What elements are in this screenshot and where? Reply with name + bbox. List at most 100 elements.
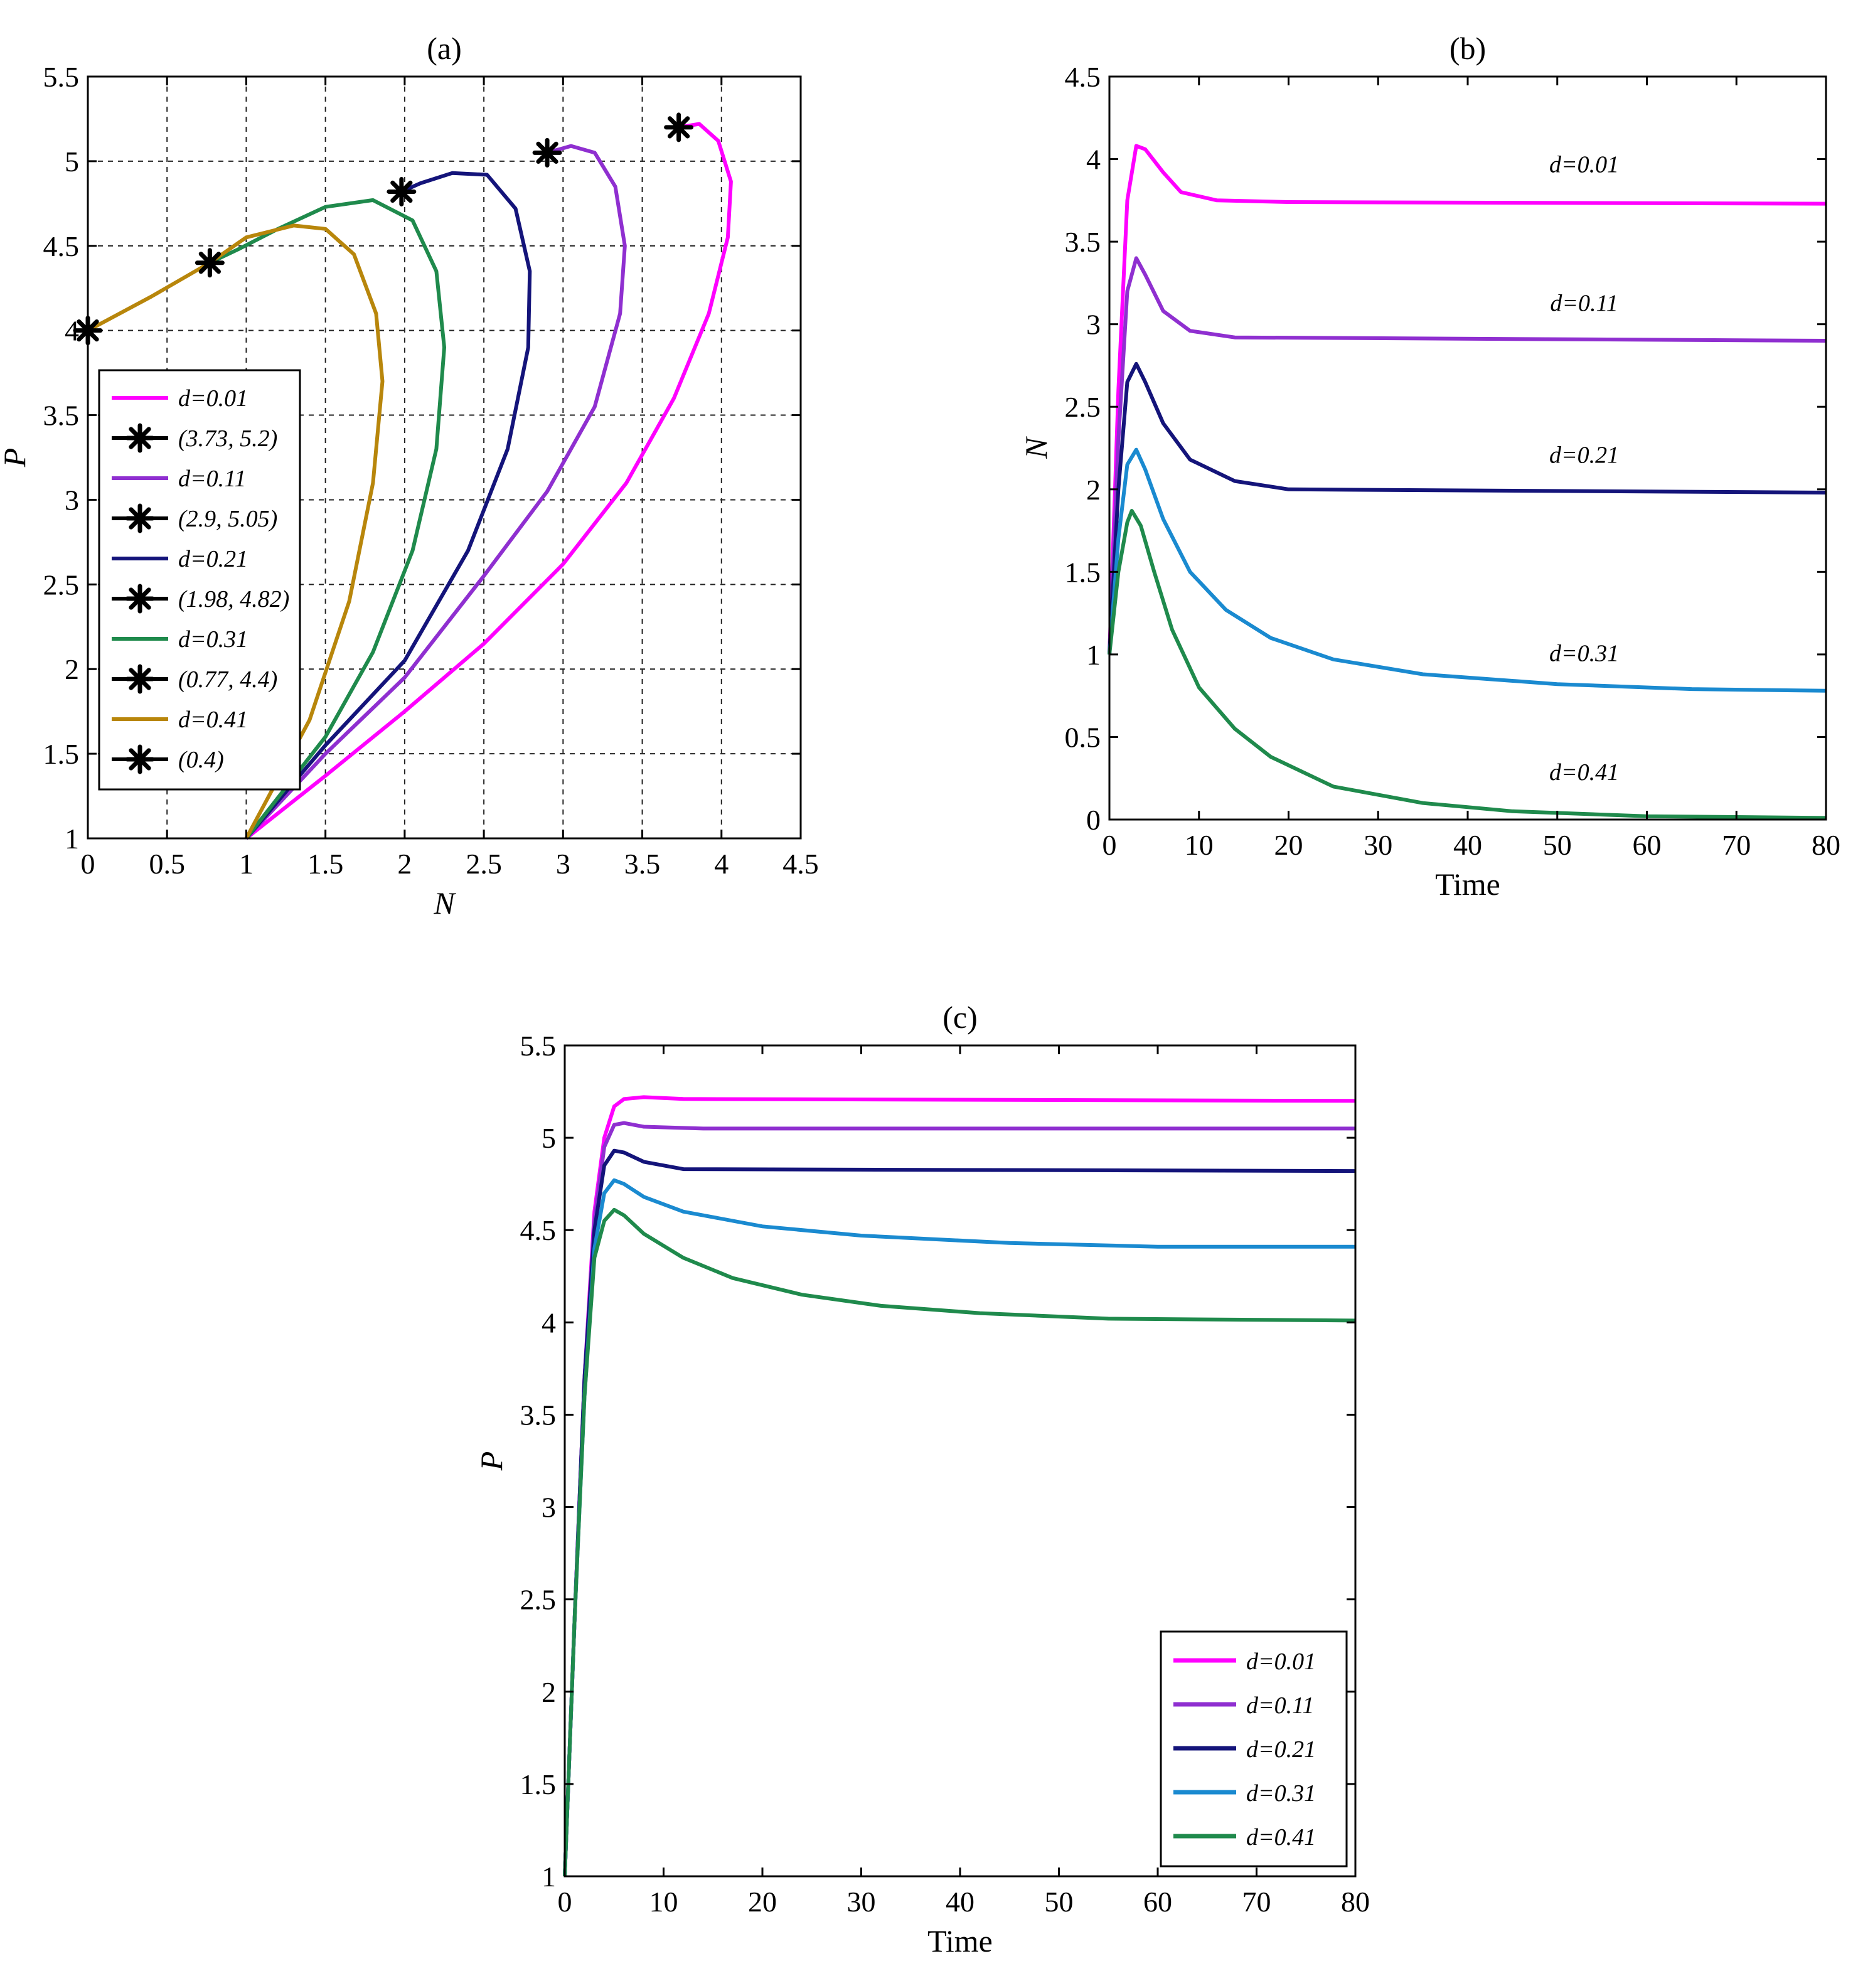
- x-tick-label: 30: [847, 1886, 876, 1918]
- legend-marker-label-a-1: (2.9, 5.05): [178, 506, 277, 532]
- y-tick-label: 4: [542, 1307, 556, 1339]
- x-tick-label: 4.5: [782, 848, 819, 880]
- series-group-b: [1108, 144, 1827, 820]
- legend-marker-label-a-2: (1.98, 4.82): [178, 586, 289, 612]
- y-tick-label: 1: [1086, 639, 1101, 671]
- x-tick-label: 80: [1812, 829, 1840, 861]
- x-tick-label: 20: [1274, 829, 1303, 861]
- y-tick-label: 3: [65, 484, 79, 516]
- y-tick-label: 3.5: [520, 1399, 557, 1431]
- ticks-a: 0 0.5 1 1.5 2 2.5 3 3.5 4 4.5 1 1.5 2 2.5 3 3.5 4 4.5 5 5.5: [43, 61, 819, 880]
- legend-marker-a-1: [125, 503, 155, 533]
- equilibrium-marker-1: [532, 137, 562, 168]
- y-tick-label: 3.5: [1065, 226, 1101, 258]
- legend-marker-a-2: [125, 584, 155, 614]
- y-tick-label: 3: [542, 1492, 556, 1524]
- y-tick-label: 1: [65, 823, 79, 855]
- panel-title-c: (c): [942, 1000, 978, 1035]
- panel-c: 0 10 20 30 40 50 60 70 80 1 1.5 2 2.5 3 3.5 4 4.5 5 5.5 (c)…: [474, 1000, 1370, 1959]
- legend-c: d=0.01 d=0.11 d=0.21 d=0.31 d=0.41: [1160, 1630, 1348, 1868]
- x-tick-label: 2.5: [466, 848, 502, 880]
- legend-entry-c-3: d=0.31: [1246, 1780, 1316, 1807]
- series-line-a-1: [245, 144, 627, 840]
- legend-marker-label-a-3: (0.77, 4.4): [178, 666, 277, 693]
- x-axis-label-a: N: [433, 885, 456, 921]
- y-axis-label-b: N: [1018, 436, 1054, 459]
- legend-entry-c-2: d=0.21: [1246, 1736, 1316, 1763]
- x-tick-label: 0.5: [149, 848, 185, 880]
- legend-entry-c-4: d=0.41: [1246, 1824, 1316, 1851]
- x-tick-label: 1.5: [307, 848, 344, 880]
- x-tick-label: 3.5: [624, 848, 661, 880]
- y-tick-label: 2: [65, 653, 79, 685]
- x-tick-label: 10: [1185, 829, 1214, 861]
- ticks-b: 0 10 20 30 40 50 60 70 80 0 0.5 1 1.5 2 2.5 3 3.5 4 4.5: [1065, 61, 1841, 861]
- y-tick-label: 4.5: [1065, 61, 1101, 93]
- series-label-b-2: d=0.21: [1549, 442, 1619, 469]
- y-axis-label-a: P: [0, 448, 32, 468]
- y-tick-label: 4.5: [520, 1214, 557, 1246]
- series-line-c-4: [563, 1207, 1356, 1877]
- x-axis-label-c: Time: [927, 1923, 993, 1959]
- legend-entry-a-2: d=0.21: [178, 546, 248, 572]
- legend-a: d=0.01 (3.73, 5.2) d=0.11 (2.9, 5.05) d=0.21…: [98, 369, 301, 791]
- series-label-b-0: d=0.01: [1549, 152, 1619, 178]
- x-tick-label: 0: [81, 848, 95, 880]
- x-tick-label: 2: [397, 848, 412, 880]
- x-tick-label: 50: [1045, 1886, 1074, 1918]
- series-line-b-0: [1108, 144, 1827, 655]
- y-tick-label: 2.5: [520, 1584, 557, 1616]
- panel-b: d=0.01d=0.11d=0.21d=0.31d=0.410 10 20 30 40 5…: [1018, 31, 1840, 902]
- series-line-b-1: [1108, 256, 1827, 655]
- x-tick-label: 80: [1341, 1886, 1370, 1918]
- y-tick-label: 0: [1086, 804, 1101, 836]
- panel-title-b: (b): [1450, 31, 1486, 66]
- legend-entry-a-0: d=0.01: [178, 385, 248, 412]
- y-tick-label: 4: [1086, 144, 1101, 176]
- x-tick-label: 20: [748, 1886, 777, 1918]
- legend-entry-a-1: d=0.11: [178, 466, 246, 492]
- legend-marker-a-3: [125, 664, 155, 694]
- ticks-c: 0 10 20 30 40 50 60 70 80 1 1.5 2 2.5 3 3.5 4 4.5 5 5.5: [520, 1030, 1370, 1918]
- series-line-a-2: [245, 171, 532, 840]
- x-tick-label: 30: [1364, 829, 1392, 861]
- x-tick-label: 60: [1633, 829, 1662, 861]
- legend-entry-a-3: d=0.31: [178, 626, 248, 653]
- series-label-b-3: d=0.31: [1549, 640, 1619, 666]
- equilibrium-marker-3: [195, 248, 225, 278]
- equilibrium-marker-0: [664, 112, 694, 142]
- y-tick-label: 2: [542, 1676, 556, 1708]
- x-tick-label: 3: [556, 848, 570, 880]
- y-tick-label: 3: [1086, 309, 1101, 341]
- y-tick-label: 1.5: [1065, 556, 1101, 588]
- series-line-b-4: [1108, 509, 1827, 820]
- series-group-c: [563, 1095, 1356, 1877]
- y-tick-label: 5: [65, 146, 79, 178]
- legend-marker-a-0: [125, 423, 155, 453]
- series-group-a: [87, 122, 733, 840]
- x-tick-label: 50: [1543, 829, 1572, 861]
- x-tick-label: 10: [649, 1886, 678, 1918]
- y-tick-label: 4.5: [43, 230, 80, 262]
- y-tick-label: 1.5: [43, 738, 80, 770]
- panel-title-a: (a): [427, 31, 462, 66]
- y-tick-label: 2.5: [43, 569, 80, 601]
- series-line-b-3: [1108, 447, 1827, 693]
- y-tick-label: 2: [1086, 474, 1101, 506]
- series-label-b-4: d=0.41: [1549, 759, 1619, 786]
- series-line-b-2: [1108, 361, 1827, 655]
- series-line-a-0: [245, 122, 733, 840]
- x-tick-label: 70: [1242, 1886, 1271, 1918]
- y-tick-label: 5.5: [520, 1030, 557, 1062]
- legend-entry-c-0: d=0.01: [1246, 1649, 1316, 1675]
- y-tick-label: 3.5: [43, 400, 80, 432]
- legend-marker-label-a-4: (0.4): [178, 747, 224, 773]
- panel-a: 0 0.5 1 1.5 2 2.5 3 3.5 4 4.5 1 1.5 2 2.5 3 3.5 4 4.5 5 5.5…: [0, 31, 819, 921]
- x-axis-label-b: Time: [1435, 867, 1500, 902]
- x-tick-label: 60: [1143, 1886, 1172, 1918]
- axes-frame-a: [87, 75, 802, 840]
- y-tick-label: 0.5: [1065, 721, 1101, 753]
- x-tick-label: 40: [946, 1886, 974, 1918]
- legend-entry-c-1: d=0.11: [1246, 1692, 1314, 1719]
